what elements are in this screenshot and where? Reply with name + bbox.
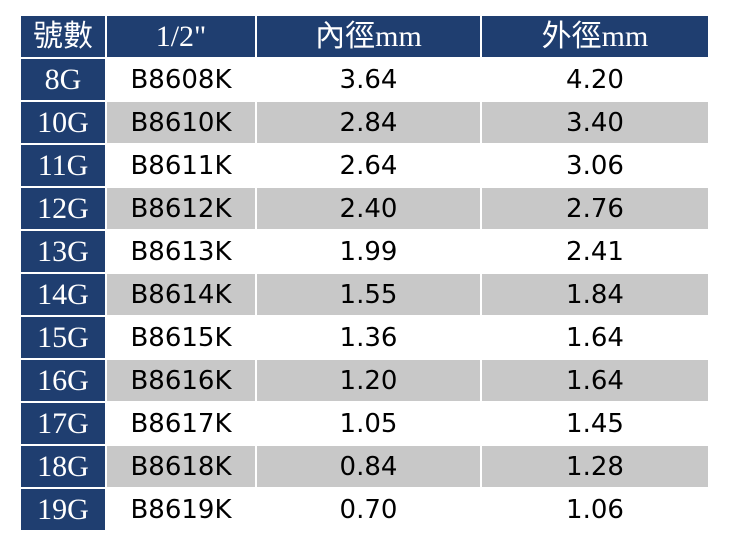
- table-cell: 0.70: [255, 487, 482, 532]
- table-cell: 1.06: [480, 487, 710, 532]
- gauge-table: 號數 1/2" 內徑mm 外徑mm 8G B8608K 3.64 4.20 10G B86…: [19, 14, 710, 532]
- gauge-cell: 11G: [19, 143, 107, 188]
- gauge-cell: 10G: [19, 100, 107, 145]
- table-cell: 1.28: [480, 444, 710, 489]
- gauge-cell: 8G: [19, 57, 107, 102]
- table-row: 10G B8610K 2.84 3.40: [19, 100, 710, 145]
- header-cell: 號數: [19, 14, 107, 59]
- table-row: 19G B8619K 0.70 1.06: [19, 487, 710, 532]
- table-row: 17G B8617K 1.05 1.45: [19, 401, 710, 446]
- table-cell: 2.76: [480, 186, 710, 231]
- gauge-cell: 19G: [19, 487, 107, 532]
- table-cell: B8619K: [105, 487, 257, 532]
- table-cell: B8611K: [105, 143, 257, 188]
- table-cell: 1.64: [480, 358, 710, 403]
- table-cell: 2.64: [255, 143, 482, 188]
- table-cell: 1.55: [255, 272, 482, 317]
- table-cell: 2.40: [255, 186, 482, 231]
- table-cell: B8615K: [105, 315, 257, 360]
- gauge-cell: 17G: [19, 401, 107, 446]
- table-cell: B8612K: [105, 186, 257, 231]
- table-cell: B8613K: [105, 229, 257, 274]
- table-cell: 2.41: [480, 229, 710, 274]
- table-body: 8G B8608K 3.64 4.20 10G B8610K 2.84 3.40 11G B861…: [19, 57, 710, 532]
- table-cell: 3.40: [480, 100, 710, 145]
- table-cell: B8618K: [105, 444, 257, 489]
- gauge-cell: 14G: [19, 272, 107, 317]
- table-cell: B8617K: [105, 401, 257, 446]
- gauge-cell: 15G: [19, 315, 107, 360]
- table-cell: B8608K: [105, 57, 257, 102]
- header-cell: 外徑mm: [480, 14, 710, 59]
- table-cell: 1.84: [480, 272, 710, 317]
- table-cell: 1.20: [255, 358, 482, 403]
- table-cell: B8616K: [105, 358, 257, 403]
- gauge-cell: 12G: [19, 186, 107, 231]
- table-cell: B8614K: [105, 272, 257, 317]
- table-cell: 3.06: [480, 143, 710, 188]
- gauge-cell: 16G: [19, 358, 107, 403]
- table-row: 18G B8618K 0.84 1.28: [19, 444, 710, 489]
- table-cell: 1.36: [255, 315, 482, 360]
- header-cell: 1/2": [105, 14, 257, 59]
- table-cell: 1.05: [255, 401, 482, 446]
- header-row: 號數 1/2" 內徑mm 外徑mm: [19, 14, 710, 59]
- table-cell: 0.84: [255, 444, 482, 489]
- table-row: 11G B8611K 2.64 3.06: [19, 143, 710, 188]
- gauge-cell: 18G: [19, 444, 107, 489]
- table-row: 14G B8614K 1.55 1.84: [19, 272, 710, 317]
- table-cell: 4.20: [480, 57, 710, 102]
- table-cell: 1.45: [480, 401, 710, 446]
- table-row: 15G B8615K 1.36 1.64: [19, 315, 710, 360]
- table-row: 16G B8616K 1.20 1.64: [19, 358, 710, 403]
- table-cell: 2.84: [255, 100, 482, 145]
- gauge-cell: 13G: [19, 229, 107, 274]
- table-row: 8G B8608K 3.64 4.20: [19, 57, 710, 102]
- table-row: 12G B8612K 2.40 2.76: [19, 186, 710, 231]
- table-cell: B8610K: [105, 100, 257, 145]
- table-cell: 1.64: [480, 315, 710, 360]
- table-row: 13G B8613K 1.99 2.41: [19, 229, 710, 274]
- table-cell: 3.64: [255, 57, 482, 102]
- header-cell: 內徑mm: [255, 14, 482, 59]
- table-cell: 1.99: [255, 229, 482, 274]
